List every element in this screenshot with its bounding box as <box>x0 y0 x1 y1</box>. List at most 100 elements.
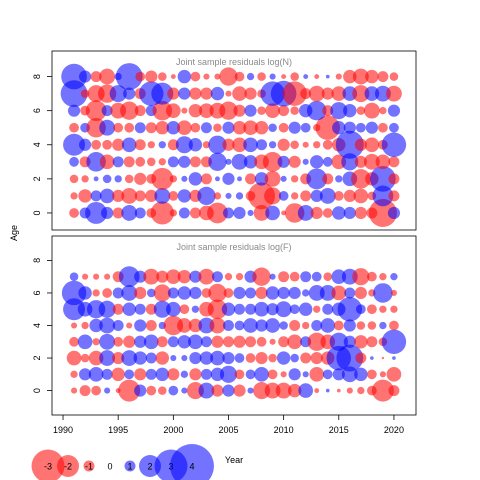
residual-bubble <box>191 305 200 313</box>
residual-bubble <box>124 174 134 184</box>
residual-bubble <box>354 335 368 349</box>
residual-bubble <box>189 156 201 168</box>
residual-bubble <box>145 303 157 315</box>
residual-bubble <box>233 104 246 117</box>
residual-bubble <box>343 319 356 332</box>
residual-bubble <box>134 384 147 397</box>
residual-bubble <box>150 201 174 225</box>
residual-bubble <box>330 102 348 120</box>
residual-bubble <box>276 351 291 365</box>
residual-bubble <box>337 297 363 322</box>
residual-bubble <box>207 202 228 224</box>
residual-bubble <box>114 175 122 183</box>
residual-bubble <box>225 158 232 165</box>
residual-bubble <box>86 152 106 172</box>
residual-bubble <box>198 317 215 334</box>
residual-bubble <box>101 105 113 117</box>
residual-bubble <box>219 67 238 86</box>
residual-bubble <box>70 370 78 378</box>
residual-bubble <box>245 336 257 348</box>
residual-bubble <box>322 105 334 117</box>
residual-bubble <box>112 138 125 151</box>
residual-bubble <box>200 87 213 100</box>
residual-bubble <box>288 121 301 134</box>
residual-bubble <box>151 82 174 105</box>
residual-bubble <box>155 367 170 382</box>
residual-bubble <box>390 289 397 297</box>
residual-bubble <box>222 320 234 331</box>
residual-bubble <box>257 72 266 81</box>
residual-bubble <box>366 369 377 380</box>
residual-bubble <box>245 353 256 363</box>
legend-bubble <box>124 460 136 472</box>
residual-bubble <box>343 206 356 220</box>
residual-bubble <box>255 351 268 365</box>
residual-bubble <box>325 74 330 79</box>
residual-bubble <box>333 320 344 331</box>
residual-bubble <box>121 137 137 153</box>
residual-bubble <box>199 103 214 118</box>
residual-bubble <box>389 122 399 133</box>
residual-bubble <box>352 68 369 85</box>
residual-bubble <box>354 155 367 168</box>
residual-bubble <box>288 368 301 381</box>
residual-bubble <box>235 192 244 200</box>
residual-bubble <box>355 122 366 133</box>
residual-bubble <box>335 175 343 183</box>
residual-bubble <box>300 88 312 100</box>
residual-bubble <box>306 100 327 121</box>
residual-bubble <box>315 115 340 140</box>
residual-bubble <box>302 289 310 297</box>
residual-bubble <box>298 383 314 398</box>
residual-bubble <box>101 368 113 380</box>
residual-bubble <box>102 174 112 184</box>
residual-bubble <box>332 206 346 220</box>
residual-bubble <box>234 320 245 331</box>
residual-bubble <box>313 305 321 313</box>
residual-bubble <box>154 187 171 204</box>
residual-bubble <box>280 175 287 182</box>
residual-bubble <box>269 73 276 80</box>
residual-bubble <box>167 336 179 348</box>
residual-bubble <box>77 334 93 350</box>
residual-bubble <box>89 318 103 333</box>
residual-bubble <box>98 300 116 318</box>
y-tick-label: 4 <box>32 323 42 328</box>
residual-bubble <box>115 63 143 90</box>
size-legend: -3-2-101234 <box>31 444 214 480</box>
residual-bubble <box>343 121 356 134</box>
residual-bubble <box>346 387 353 394</box>
legend-bubble <box>170 444 214 480</box>
residual-bubble <box>124 122 135 133</box>
residual-bubble <box>198 382 215 399</box>
residual-bubble <box>244 104 257 117</box>
residual-bubble <box>177 318 192 333</box>
residual-bubble <box>366 336 378 348</box>
residual-bubble <box>166 103 181 118</box>
residual-bubble <box>153 284 171 302</box>
residual-bubble <box>243 318 258 333</box>
residual-bubble <box>354 138 367 151</box>
residual-bubble <box>113 336 124 347</box>
residual-bubble <box>275 382 292 399</box>
residual-bubble <box>155 351 170 365</box>
residual-bubble <box>158 141 166 149</box>
residual-bubble <box>126 322 133 329</box>
residual-bubble <box>92 338 100 346</box>
residual-bubble <box>245 287 257 299</box>
residual-bubble <box>234 369 245 380</box>
residual-bubble <box>188 334 203 350</box>
residual-bubble <box>366 304 377 315</box>
residual-bubble <box>381 132 407 157</box>
residual-bubble <box>243 120 258 136</box>
residual-bubble <box>189 270 202 283</box>
residual-bubble <box>101 206 114 220</box>
residual-bubble <box>254 301 269 317</box>
residual-bubble <box>181 354 188 362</box>
residual-bubble <box>302 321 310 330</box>
residual-bubble <box>99 317 116 334</box>
residual-bubble <box>222 351 235 365</box>
residual-bubble <box>373 283 393 303</box>
residual-bubble <box>166 301 181 317</box>
residual-bubble <box>289 304 300 315</box>
